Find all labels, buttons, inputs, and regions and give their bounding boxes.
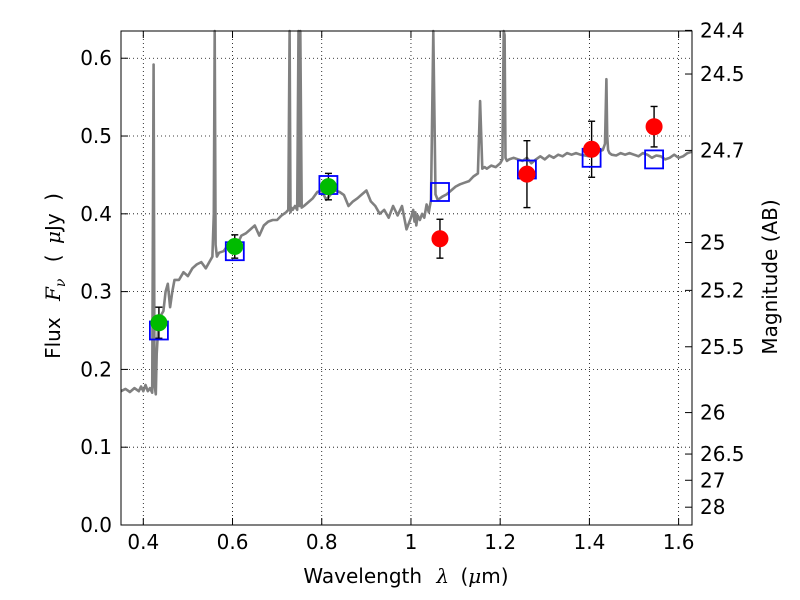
point-layer <box>148 118 664 341</box>
y-axis-label-symbol: F <box>41 286 65 302</box>
nir-flux-point <box>431 230 449 248</box>
x-axis-label-symbol: λ <box>435 564 449 588</box>
errorbar-layer <box>155 105 658 339</box>
axes-layer: 0.4 0.6 0.8 1 1.2 1.4 1.6 0.0 0.1 0.2 0.3 0.4 0.5 0.6… <box>80 18 744 554</box>
x-axis-label: Wavelength λ (μm) <box>303 564 508 588</box>
y2-tick-label: 27 <box>700 468 725 492</box>
plot-frame <box>120 30 693 526</box>
x-axis-label-open: ( <box>460 564 468 588</box>
x-tick-label: 1.4 <box>573 530 605 554</box>
y2-tick-label: 24.4 <box>700 18 745 42</box>
y-tick-label: 0.5 <box>80 124 112 148</box>
y2-tick-label: 26.5 <box>700 442 745 466</box>
x-tick-label: 1 <box>405 530 418 554</box>
spectrum-line <box>120 29 693 396</box>
y-tick-label: 0.0 <box>80 513 112 537</box>
x-tick-label: 0.8 <box>306 530 338 554</box>
y-axis-label-close: ) <box>41 193 65 201</box>
y2-tick-label: 25.2 <box>700 278 745 302</box>
y-tick-label: 0.2 <box>80 357 112 381</box>
y-tick-label: 0.1 <box>80 435 112 459</box>
model-square-marker <box>644 149 664 170</box>
y-axis-label: Flux Fν ( μJy ) <box>41 193 70 359</box>
y-axis-label-unit: Jy <box>41 213 65 233</box>
y-axis-label-mu: μ <box>41 231 65 244</box>
y2-tick-label: 28 <box>700 495 725 519</box>
nir-flux-point <box>518 165 536 183</box>
x-axis-label-prefix: Wavelength <box>303 564 422 588</box>
x-tick-label: 1.2 <box>484 530 516 554</box>
optical-flux-point <box>226 237 244 255</box>
optical-flux-point <box>150 314 168 332</box>
y2-tick-label: 24.7 <box>700 138 745 162</box>
x-axis-label-unit: m) <box>481 564 508 588</box>
x-tick-label: 1.6 <box>663 530 695 554</box>
y2-tick-label: 25.5 <box>700 335 745 359</box>
spectrum-layer <box>120 29 693 396</box>
optical-flux-point <box>319 178 337 196</box>
nir-flux-point <box>645 118 663 136</box>
y-axis-label-open: ( <box>41 254 65 262</box>
y2-tick-label: 24.5 <box>700 62 745 86</box>
x-axis-label-mu: μ <box>468 564 481 588</box>
model-square-marker <box>430 182 450 202</box>
x-tick-label: 0.4 <box>127 530 159 554</box>
y-axis-label-subscript: ν <box>53 278 69 287</box>
y2-tick-label: 25 <box>700 231 725 255</box>
y-axis-label-prefix: Flux <box>41 317 65 359</box>
x-tick-label: 0.6 <box>217 530 249 554</box>
y-tick-label: 0.6 <box>80 46 112 70</box>
nir-flux-point <box>583 140 601 158</box>
y-tick-label: 0.4 <box>80 202 112 226</box>
y2-axis-label: Magnitude (AB) <box>758 199 782 354</box>
y2-tick-label: 26 <box>700 401 725 425</box>
y-tick-label: 0.3 <box>80 280 112 304</box>
